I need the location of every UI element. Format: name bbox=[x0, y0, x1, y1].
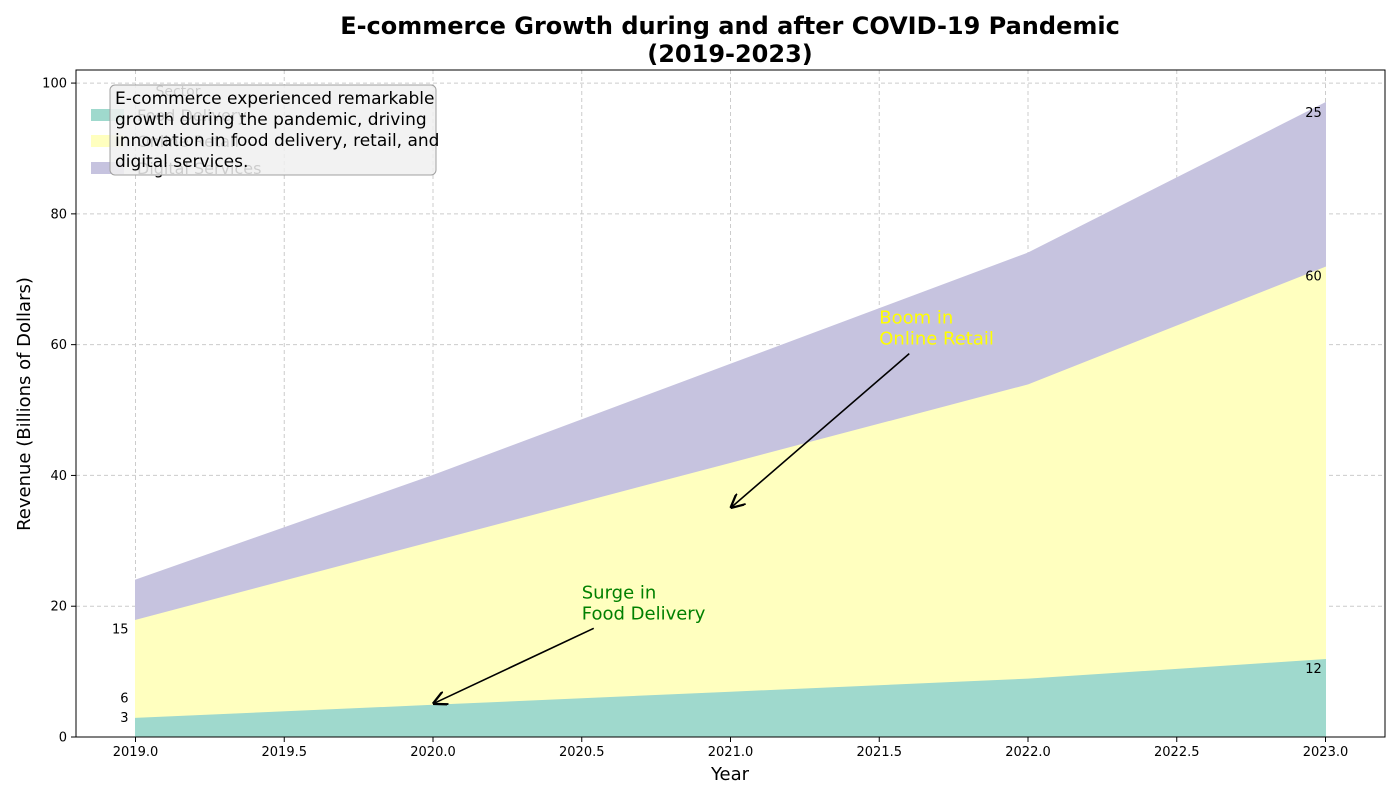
x-axis-label: Year bbox=[710, 764, 750, 785]
x-tick-label-5: 2021.5 bbox=[857, 745, 903, 760]
note-box: E-commerce experienced remarkable growth… bbox=[109, 84, 439, 176]
x-tick-label-4: 2021.0 bbox=[708, 745, 754, 760]
y-tick-label-3: 60 bbox=[50, 338, 67, 353]
x-tick-label-3: 2020.5 bbox=[559, 745, 605, 760]
y-tick-label-0: 0 bbox=[59, 731, 67, 746]
data-label-4: 60 bbox=[1305, 269, 1322, 284]
y-tick-label-4: 80 bbox=[50, 207, 67, 222]
x-tick-label-6: 2022.0 bbox=[1005, 745, 1051, 760]
x-tick-label-2: 2020.0 bbox=[410, 745, 456, 760]
data-label-3: 12 bbox=[1305, 662, 1322, 677]
data-label-1: 15 bbox=[112, 623, 129, 638]
note-line-1: E-commerce experienced remarkable bbox=[115, 89, 434, 109]
area-digital-services bbox=[135, 101, 1326, 620]
x-tick-label-0: 2019.0 bbox=[113, 745, 159, 760]
annotation-1-line-1: Online Retail bbox=[879, 329, 994, 350]
chart-title-line-2: (2019-2023) bbox=[647, 40, 813, 68]
y-axis-label: Revenue (Billions of Dollars) bbox=[14, 277, 35, 531]
x-tick-label-1: 2019.5 bbox=[262, 745, 308, 760]
chart-title-line-1: E-commerce Growth during and after COVID… bbox=[340, 12, 1120, 40]
data-label-2: 6 bbox=[120, 691, 128, 706]
x-axis-ticks: 2019.0 2019.5 2020.0 2020.5 2021.0 2021.5 2022… bbox=[113, 737, 1349, 760]
annotation-1-line-0: Boom in bbox=[879, 308, 953, 329]
y-tick-label-5: 100 bbox=[42, 77, 67, 92]
note-box-background bbox=[109, 84, 437, 176]
x-tick-label-8: 2023.0 bbox=[1303, 745, 1349, 760]
note-line-3: innovation in food delivery, retail, and bbox=[115, 131, 439, 151]
note-line-4: digital services. bbox=[115, 152, 248, 172]
annotation-arrow-1 bbox=[732, 353, 910, 507]
y-tick-label-2: 40 bbox=[50, 469, 67, 484]
annotation-0-line-0: Surge in bbox=[582, 582, 657, 603]
y-axis-ticks: 0 20 40 60 80 100 bbox=[42, 77, 76, 746]
annotation-0-line-1: Food Delivery bbox=[582, 603, 706, 624]
annotation-arrow-0 bbox=[434, 627, 595, 703]
x-tick-label-7: 2022.5 bbox=[1154, 745, 1200, 760]
data-label-5: 25 bbox=[1305, 106, 1322, 121]
data-label-0: 3 bbox=[120, 711, 128, 726]
note-line-2: growth during the pandemic, driving bbox=[115, 110, 427, 130]
y-tick-label-1: 20 bbox=[50, 600, 67, 615]
data-labels: 3 15 6 12 60 25 bbox=[112, 106, 1322, 726]
